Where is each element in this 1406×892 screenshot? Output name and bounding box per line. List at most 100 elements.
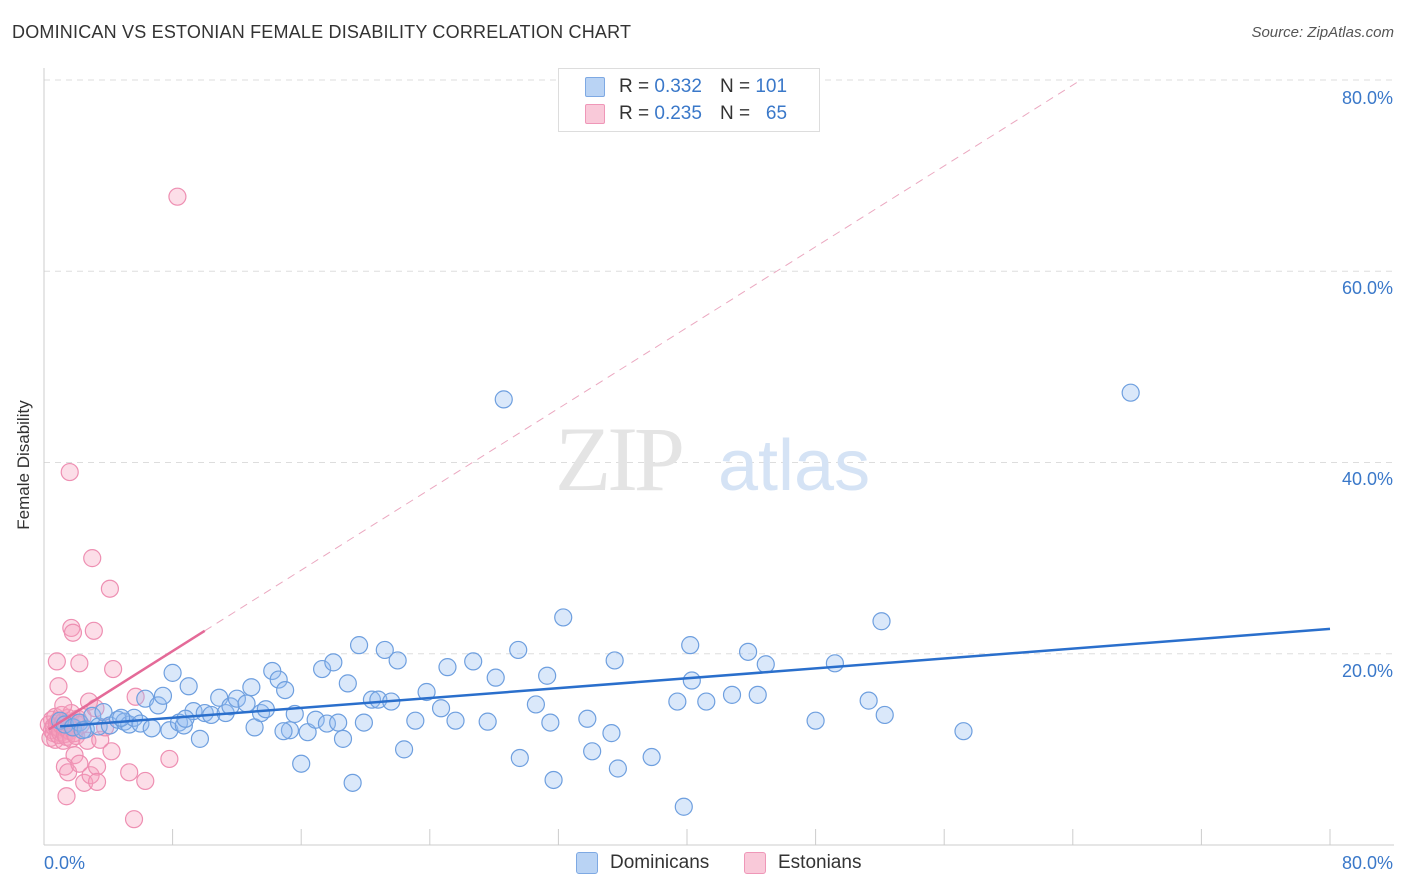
dominicans-point bbox=[554, 608, 573, 627]
dominicans-point bbox=[406, 711, 425, 730]
dominicans-point bbox=[179, 677, 198, 696]
dominicans-point bbox=[541, 713, 560, 732]
dominicans-point bbox=[510, 748, 529, 768]
dominicans-point bbox=[681, 636, 700, 655]
y-tick-labels: 20.0% 40.0% 60.0% 80.0% bbox=[1342, 88, 1393, 681]
dominicans-point bbox=[738, 642, 758, 661]
y-axis-label: Female Disability bbox=[14, 400, 33, 530]
estonians-point bbox=[120, 763, 139, 782]
dominicans-point bbox=[642, 747, 661, 767]
dominicans-point bbox=[280, 721, 300, 740]
dominicans-point bbox=[237, 694, 256, 713]
dominicans-point bbox=[697, 692, 716, 711]
estonians-point bbox=[100, 579, 120, 598]
legend-n-label: N = bbox=[719, 76, 751, 97]
dominicans-point bbox=[825, 654, 844, 673]
dominicans-point bbox=[608, 759, 627, 778]
dominicans-point bbox=[306, 710, 325, 729]
estonians-points bbox=[39, 187, 187, 829]
dominicans-point bbox=[875, 705, 894, 725]
dominicans-point bbox=[190, 729, 210, 748]
dominicans-point bbox=[756, 655, 775, 674]
estonians-point bbox=[49, 677, 68, 696]
x-ticks bbox=[43, 829, 1331, 845]
dominicans-point bbox=[142, 719, 161, 738]
dominicans-point bbox=[333, 729, 353, 748]
estonians-point bbox=[87, 757, 107, 776]
estonians-point bbox=[70, 654, 89, 673]
estonians-point bbox=[70, 754, 89, 773]
legend-swatch-dominicans bbox=[576, 852, 598, 874]
dominicans-point bbox=[583, 742, 602, 761]
legend-swatch-pink bbox=[585, 104, 605, 124]
estonians-point bbox=[168, 187, 187, 206]
dominicans-point bbox=[112, 708, 131, 727]
dominicans-point bbox=[388, 651, 407, 670]
watermark-zip: ZIP bbox=[555, 408, 682, 510]
dominicans-point bbox=[605, 651, 624, 670]
legend-item-estonians[interactable]: Estonians bbox=[744, 852, 861, 874]
watermark: ZIP atlas bbox=[555, 408, 870, 510]
estonians-point bbox=[87, 772, 107, 791]
estonians-point bbox=[136, 771, 155, 791]
dominicans-trend-line-solid bbox=[59, 627, 1331, 728]
grid-lines bbox=[44, 79, 1394, 655]
legend-r-label: R = bbox=[619, 76, 650, 97]
dominicans-point bbox=[149, 696, 168, 715]
dominicans-point bbox=[674, 797, 693, 816]
dominicans-point bbox=[544, 770, 563, 790]
legend-r-value: 0.332 bbox=[654, 76, 702, 97]
dominicans-point bbox=[227, 689, 246, 708]
dominicans-point bbox=[417, 682, 436, 702]
trend-lines bbox=[48, 79, 1331, 731]
legend-item-dominicans[interactable]: Dominicans bbox=[576, 852, 709, 874]
dominicans-point bbox=[486, 668, 505, 687]
dominicans-point bbox=[292, 754, 311, 773]
legend-r-label: R = bbox=[619, 103, 650, 124]
dominicans-point bbox=[242, 678, 261, 697]
dominicans-point bbox=[338, 674, 357, 693]
dominicans-point bbox=[431, 699, 451, 718]
dominicans-point bbox=[682, 671, 701, 690]
estonians-point bbox=[102, 742, 121, 761]
dominicans-point bbox=[509, 640, 528, 660]
estonians-point bbox=[54, 696, 73, 715]
dominicans-point bbox=[176, 709, 195, 728]
dominicans-point bbox=[578, 709, 597, 728]
legend-label-estonians: Estonians bbox=[778, 852, 862, 873]
dominicans-point bbox=[446, 711, 465, 730]
legend-n-value: 101 bbox=[755, 76, 788, 97]
legend-n-label: N = bbox=[719, 103, 751, 124]
dominicans-point bbox=[872, 612, 891, 631]
dominicans-point bbox=[526, 695, 545, 714]
x-tick-label-max: 80.0% bbox=[1342, 853, 1393, 873]
estonians-point bbox=[124, 810, 144, 829]
dominicans-point bbox=[354, 713, 373, 732]
dominicans-point bbox=[375, 640, 394, 660]
dominicans-point bbox=[722, 685, 742, 704]
dominicans-point bbox=[538, 666, 557, 685]
y-tick-label: 80.0% bbox=[1342, 88, 1393, 108]
x-tick-label-min: 0.0% bbox=[44, 853, 85, 873]
dominicans-point bbox=[668, 692, 687, 711]
dominicans-point bbox=[163, 663, 182, 682]
dominicans-point bbox=[602, 724, 621, 743]
legend-swatch-blue bbox=[585, 77, 605, 97]
legend-row-dominicans: R = 0.332 N = 101 bbox=[585, 76, 787, 98]
y-tick-label: 40.0% bbox=[1342, 469, 1393, 489]
dominicans-point bbox=[859, 691, 878, 710]
estonians-point bbox=[57, 787, 76, 806]
dominicans-point bbox=[343, 773, 362, 792]
dominicans-point bbox=[494, 390, 513, 409]
estonians-trend-line-solid bbox=[48, 629, 206, 731]
estonians-point bbox=[160, 749, 179, 769]
dominicans-point bbox=[274, 722, 293, 741]
dominicans-point bbox=[195, 703, 214, 723]
dominicans-point bbox=[954, 722, 973, 741]
legend-swatch-estonians bbox=[744, 852, 766, 874]
estonians-point bbox=[60, 462, 79, 482]
dominicans-point bbox=[329, 713, 348, 732]
estonians-point bbox=[84, 621, 103, 640]
source-label: Source: ZipAtlas.com bbox=[1251, 24, 1394, 41]
estonians-point bbox=[63, 623, 83, 642]
